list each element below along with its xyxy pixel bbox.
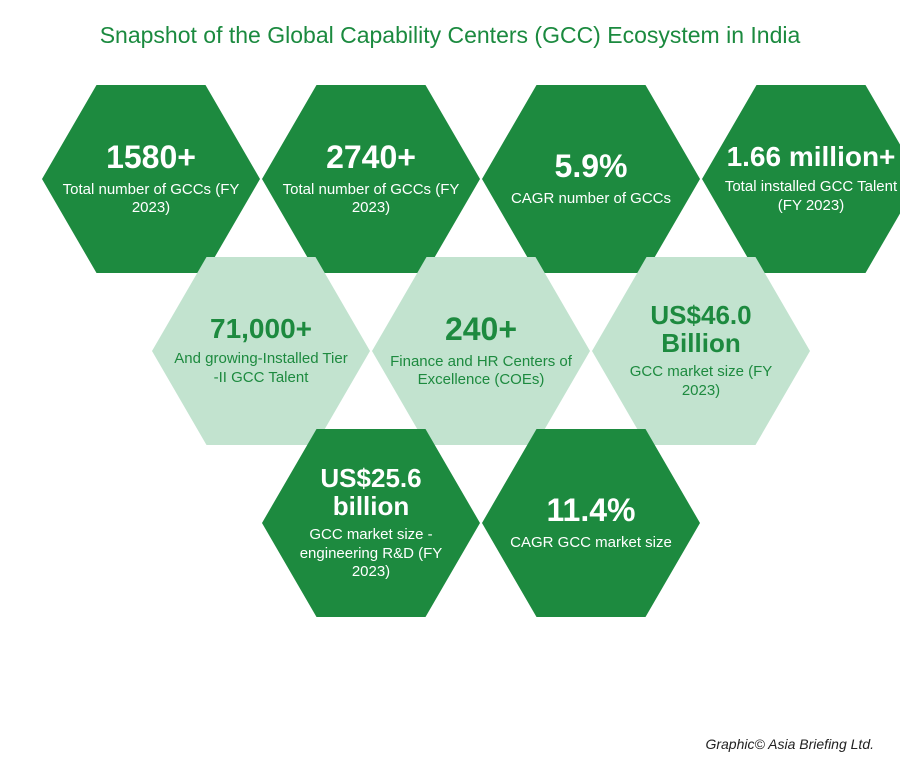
stat-value: 71,000+ — [210, 314, 312, 344]
stat-label: Total number of GCCs (FY 2023) — [280, 181, 462, 219]
stat-value: 1.66 million+ — [727, 142, 896, 172]
stat-hexagon: 11.4% CAGR GCC market size — [482, 423, 700, 623]
stat-value: 11.4% — [547, 493, 636, 528]
stat-hexagon: 71,000+ And growing-Installed Tier -II GC… — [152, 251, 370, 451]
page-title: Snapshot of the Global Capability Center… — [0, 0, 900, 49]
stat-value: 240+ — [445, 312, 517, 347]
stat-label: CAGR number of GCCs — [511, 190, 671, 209]
stat-hexagon: 1.66 million+ Total installed GCC Talent … — [702, 79, 900, 279]
stat-label: Finance and HR Centers of Excellence (CO… — [390, 353, 572, 391]
stat-label: GCC market size (FY 2023) — [610, 363, 792, 401]
stat-label: Total number of GCCs (FY 2023) — [60, 181, 242, 219]
stat-hexagon: 2740+ Total number of GCCs (FY 2023) — [262, 79, 480, 279]
stat-value: 5.9% — [555, 149, 628, 184]
stat-label: GCC market size - engineering R&D (FY 20… — [280, 526, 462, 582]
stat-value: US$25.6 billion — [280, 464, 462, 520]
graphic-credit: Graphic© Asia Briefing Ltd. — [705, 736, 874, 752]
stat-value: 2740+ — [326, 140, 416, 175]
stat-hexagon: US$25.6 billion GCC market size - enginee… — [262, 423, 480, 623]
stat-value: US$46.0 Billion — [610, 301, 792, 357]
stat-value: 1580+ — [106, 140, 196, 175]
stat-label: CAGR GCC market size — [510, 534, 672, 553]
stat-hexagon: 240+ Finance and HR Centers of Excellence… — [372, 251, 590, 451]
stat-hexagon: US$46.0 Billion GCC market size (FY 2023) — [592, 251, 810, 451]
stat-hexagon: 1580+ Total number of GCCs (FY 2023) — [42, 79, 260, 279]
stat-hexagon: 5.9% CAGR number of GCCs — [482, 79, 700, 279]
stat-label: Total installed GCC Talent (FY 2023) — [720, 178, 900, 216]
stat-label: And growing-Installed Tier -II GCC Talen… — [170, 350, 352, 388]
